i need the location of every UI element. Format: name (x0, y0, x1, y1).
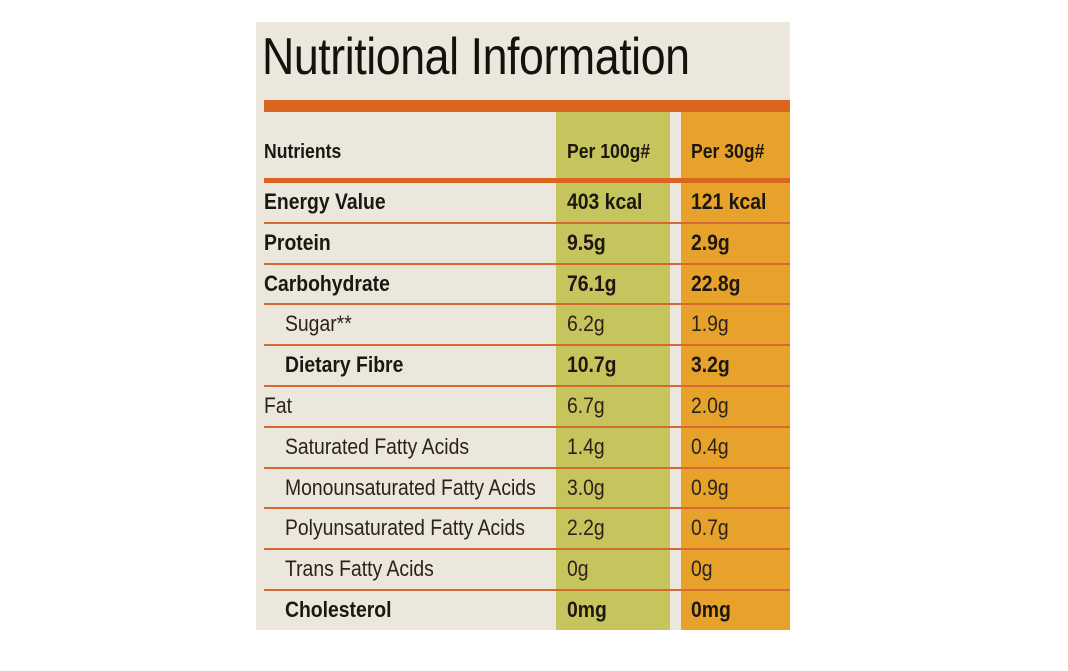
value-per-100g: 9.5g (567, 230, 606, 255)
header-per-100g: Per 100g# (567, 141, 651, 163)
nutrient-name: Saturated Fatty Acids (285, 434, 470, 459)
nutrient-name: Carbohydrate (264, 271, 390, 296)
value-per-100g: 3.0g (567, 475, 605, 500)
nutrient-name: Trans Fatty Acids (285, 556, 434, 581)
table-row: Fat 6.7g 2.0g (256, 386, 790, 426)
value-per-30g: 1.9g (691, 311, 729, 336)
nutrient-name: Monounsaturated Fatty Acids (285, 475, 536, 500)
row-divider (264, 589, 790, 591)
value-per-100g: 403 kcal (567, 189, 643, 214)
value-per-30g: 2.9g (691, 230, 730, 255)
value-per-100g: 6.2g (567, 311, 605, 336)
header-divider (264, 178, 790, 183)
nutrient-name: Fat (264, 393, 292, 418)
value-per-30g: 0g (691, 556, 713, 581)
table-row: Dietary Fibre 10.7g 3.2g (256, 345, 790, 385)
value-per-30g: 3.2g (691, 352, 730, 377)
row-divider (264, 344, 790, 346)
value-per-100g: 2.2g (567, 515, 605, 540)
table-header-row: Nutrients Per 100g# Per 30g# (256, 132, 790, 172)
row-divider (264, 548, 790, 550)
value-per-30g: 2.0g (691, 393, 729, 418)
header-nutrients: Nutrients (264, 141, 342, 163)
value-per-30g: 0.4g (691, 434, 729, 459)
panel-title: Nutritional Information (262, 28, 690, 86)
table-row: Protein 9.5g 2.9g (256, 223, 790, 263)
value-per-30g: 22.8g (691, 271, 741, 296)
nutrition-label-panel: Nutritional Information Nutrients Per 10… (256, 22, 790, 630)
table-row: Sugar** 6.2g 1.9g (256, 304, 790, 344)
nutrient-name: Protein (264, 230, 331, 255)
value-per-100g: 1.4g (567, 434, 605, 459)
value-per-100g: 76.1g (567, 271, 617, 296)
value-per-30g: 0mg (691, 597, 731, 622)
per-30g-column-background (681, 112, 790, 630)
nutrient-name: Sugar** (285, 311, 352, 336)
row-divider (264, 303, 790, 305)
table-row: Energy Value 403 kcal 121 kcal (256, 182, 790, 222)
row-divider (264, 426, 790, 428)
value-per-100g: 6.7g (567, 393, 605, 418)
table-row: Cholesterol 0mg 0mg (256, 590, 790, 630)
nutrient-name: Polyunsaturated Fatty Acids (285, 515, 525, 540)
value-per-100g: 0g (567, 556, 589, 581)
value-per-30g: 121 kcal (691, 189, 767, 214)
row-divider (264, 385, 790, 387)
value-per-30g: 0.7g (691, 515, 729, 540)
value-per-100g: 0mg (567, 597, 607, 622)
value-per-100g: 10.7g (567, 352, 617, 377)
value-per-30g: 0.9g (691, 475, 729, 500)
nutrient-name: Cholesterol (285, 597, 392, 622)
title-divider (264, 100, 790, 112)
table-row: Monounsaturated Fatty Acids 3.0g 0.9g (256, 468, 790, 508)
per-100g-column-background (556, 112, 670, 630)
header-per-30g: Per 30g# (691, 141, 765, 163)
table-row: Carbohydrate 76.1g 22.8g (256, 264, 790, 304)
row-divider (264, 222, 790, 224)
row-divider (264, 507, 790, 509)
row-divider (264, 467, 790, 469)
row-divider (264, 263, 790, 265)
table-row: Saturated Fatty Acids 1.4g 0.4g (256, 427, 790, 467)
table-row: Trans Fatty Acids 0g 0g (256, 549, 790, 589)
nutrient-name: Dietary Fibre (285, 352, 404, 377)
table-row: Polyunsaturated Fatty Acids 2.2g 0.7g (256, 508, 790, 548)
nutrient-name: Energy Value (264, 189, 386, 214)
